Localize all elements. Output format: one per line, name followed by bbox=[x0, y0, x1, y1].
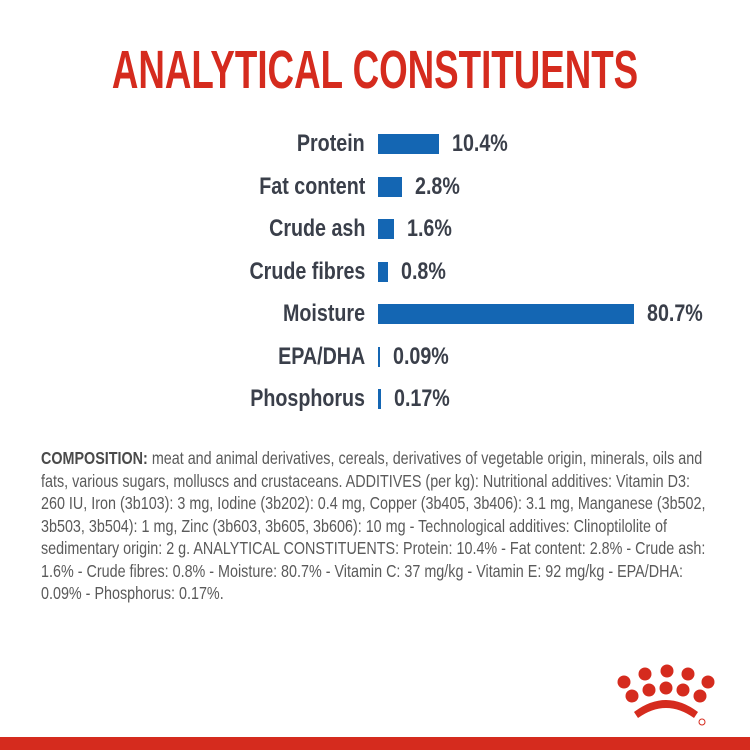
bar bbox=[378, 176, 403, 197]
value-label: 10.4% bbox=[452, 130, 508, 157]
composition-body: meat and animal derivatives, cereals, de… bbox=[41, 448, 706, 603]
category-label: EPA/DHA bbox=[277, 342, 365, 370]
bar-row: Protein 10.4% bbox=[0, 129, 750, 159]
bar-chart: Protein 10.4% Fat content 2.8% Crude ash 1.6%… bbox=[0, 129, 750, 414]
value-label: 2.8% bbox=[415, 172, 461, 200]
bar-row: EPA/DHA 0.09% bbox=[0, 342, 750, 372]
category-label: Moisture bbox=[282, 300, 365, 327]
chart-title-text: ANALYTICAL CONSTITUENTS bbox=[111, 40, 639, 100]
bar-row: Crude ash 1.6% bbox=[0, 214, 750, 244]
bar bbox=[378, 346, 381, 367]
category-label: Crude ash bbox=[268, 215, 365, 242]
bar bbox=[378, 261, 389, 282]
bar bbox=[378, 219, 395, 239]
composition-text: COMPOSITION: meat and animal derivatives… bbox=[41, 447, 713, 605]
composition-heading: COMPOSITION: bbox=[41, 448, 148, 468]
bar-row: Phosphorus 0.17% bbox=[0, 384, 750, 414]
bottom-red-band bbox=[0, 737, 750, 750]
category-label: Phosphorus bbox=[250, 385, 365, 412]
bar bbox=[378, 304, 634, 324]
category-label: Fat content bbox=[258, 172, 365, 200]
value-label: 80.7% bbox=[647, 300, 703, 327]
value-label: 0.09% bbox=[393, 342, 449, 370]
bar-row: Moisture 80.7% bbox=[0, 299, 750, 329]
bar bbox=[378, 134, 439, 154]
bar-row: Fat content 2.8% bbox=[0, 172, 750, 202]
value-label: 1.6% bbox=[407, 215, 453, 242]
bar-row: Crude fibres 0.8% bbox=[0, 257, 750, 287]
category-label: Protein bbox=[297, 130, 365, 157]
category-label: Crude fibres bbox=[249, 257, 365, 285]
chart-title: ANALYTICAL CONSTITUENTS bbox=[0, 40, 750, 100]
royal-canin-crown-logo bbox=[617, 664, 715, 726]
bar bbox=[378, 389, 382, 409]
value-label: 0.8% bbox=[401, 257, 446, 285]
value-label: 0.17% bbox=[394, 385, 451, 412]
